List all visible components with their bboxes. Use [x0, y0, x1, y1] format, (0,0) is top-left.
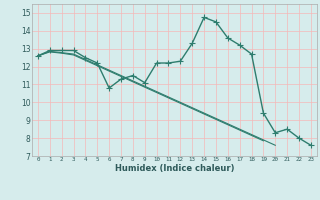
X-axis label: Humidex (Indice chaleur): Humidex (Indice chaleur)	[115, 164, 234, 173]
